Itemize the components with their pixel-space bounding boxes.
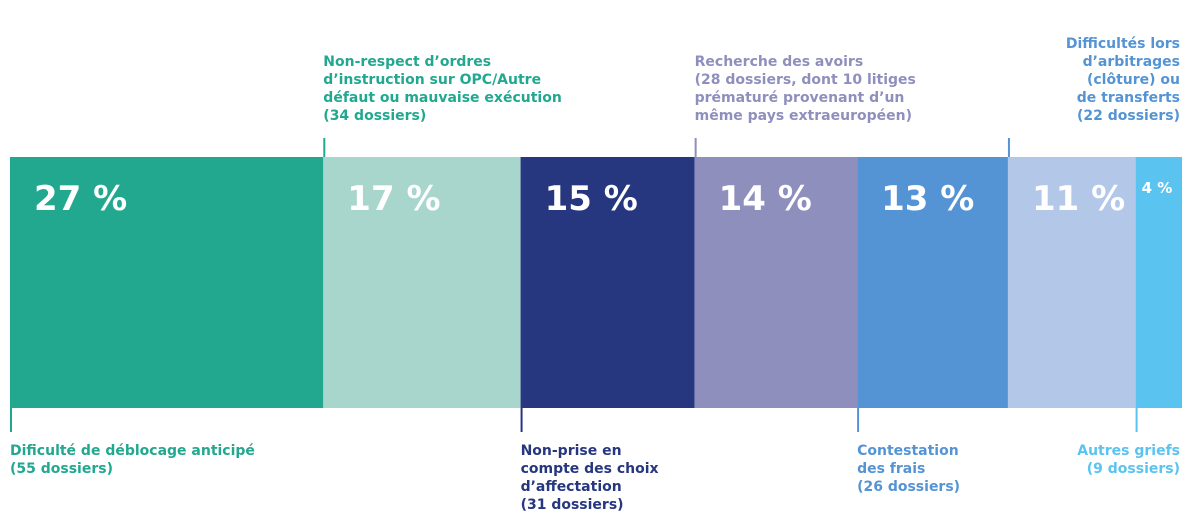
bar-segment (857, 157, 1008, 408)
bar-segment (520, 157, 695, 408)
bar-segment (1135, 157, 1182, 408)
category-label: Contestation (857, 443, 959, 459)
category-label: compte des choix (521, 461, 659, 477)
category-label: défaut ou mauvaise exécution (323, 90, 562, 106)
value-label: 4 % (1142, 179, 1173, 197)
bar-segment (694, 157, 858, 408)
category-label: Recherche des avoirs (695, 54, 864, 70)
value-label: 13 % (881, 179, 974, 219)
category-label: (31 dossiers) (521, 497, 624, 513)
category-label: d’arbitrages (1083, 54, 1180, 70)
category-label: (26 dossiers) (857, 479, 960, 495)
value-label: 14 % (719, 179, 812, 219)
category-label: Dificulté de déblocage anticipé (10, 443, 255, 459)
category-label: même pays extraeuropéen) (695, 108, 912, 124)
category-label: d’affectation (521, 479, 622, 495)
category-label: Difficultés lors (1066, 36, 1180, 52)
category-label: (22 dossiers) (1077, 108, 1180, 124)
value-label: 15 % (545, 179, 638, 219)
category-label: des frais (857, 461, 925, 477)
bar-segment (10, 157, 324, 408)
category-label: (28 dossiers, dont 10 litiges (695, 72, 916, 88)
category-label: (55 dossiers) (10, 461, 113, 477)
category-label: (clôture) ou (1087, 72, 1180, 88)
bar-segment (1007, 157, 1136, 408)
value-label: 11 % (1032, 179, 1125, 219)
category-label: Non-respect d’ordres (323, 54, 491, 70)
value-label: 17 % (347, 179, 440, 219)
category-label: (34 dossiers) (323, 108, 426, 124)
category-label: prématuré provenant d’un (695, 90, 905, 106)
category-label: (9 dossiers) (1087, 461, 1180, 477)
category-label: de transferts (1077, 90, 1180, 106)
category-label: Autres griefs (1077, 443, 1180, 459)
value-label: 27 % (34, 179, 127, 219)
category-label: Non-prise en (521, 443, 622, 459)
category-label: d’instruction sur OPC/Autre (323, 72, 541, 88)
bar-segment (323, 157, 521, 408)
